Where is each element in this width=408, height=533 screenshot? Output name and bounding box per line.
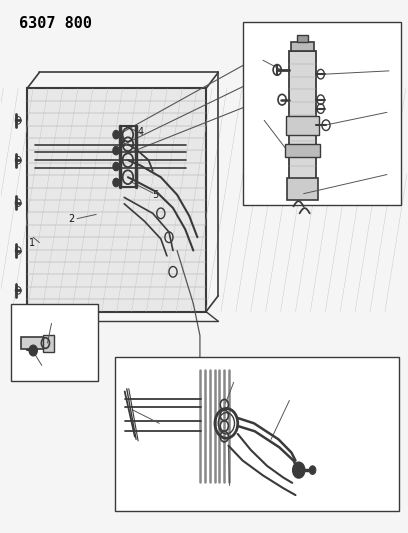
Text: D MODEL: D MODEL: [271, 191, 310, 200]
Text: 7: 7: [36, 361, 42, 372]
Text: 2: 2: [69, 214, 75, 224]
Text: 6: 6: [51, 317, 57, 327]
Text: 3: 3: [120, 139, 126, 149]
Bar: [289, 51, 316, 179]
Bar: [243, 22, 401, 205]
Bar: [285, 144, 320, 157]
Circle shape: [309, 466, 316, 474]
Bar: [115, 357, 399, 511]
Bar: [43, 335, 53, 352]
Circle shape: [113, 147, 120, 155]
Text: 5: 5: [152, 190, 158, 200]
Text: 9: 9: [388, 65, 394, 75]
Bar: [287, 177, 318, 200]
Text: 3: 3: [388, 169, 394, 180]
Text: 5: 5: [152, 418, 158, 429]
Bar: [291, 42, 314, 51]
Text: 4: 4: [231, 376, 237, 386]
Circle shape: [29, 345, 37, 356]
Bar: [11, 304, 98, 381]
Text: 11: 11: [253, 115, 265, 125]
Circle shape: [113, 131, 120, 139]
Text: 6307 800: 6307 800: [19, 15, 92, 30]
Bar: [27, 88, 206, 312]
Text: 8: 8: [255, 55, 262, 65]
Circle shape: [113, 178, 120, 187]
Text: 1: 1: [29, 238, 35, 247]
Bar: [297, 35, 308, 42]
Circle shape: [113, 163, 120, 171]
Text: 4: 4: [138, 127, 144, 137]
Text: 4: 4: [225, 482, 231, 492]
Circle shape: [293, 462, 305, 478]
Bar: [21, 337, 47, 349]
Text: 3: 3: [288, 394, 295, 405]
Text: 10: 10: [385, 107, 397, 117]
Bar: [286, 116, 319, 135]
Text: W MODEL: W MODEL: [141, 496, 182, 505]
